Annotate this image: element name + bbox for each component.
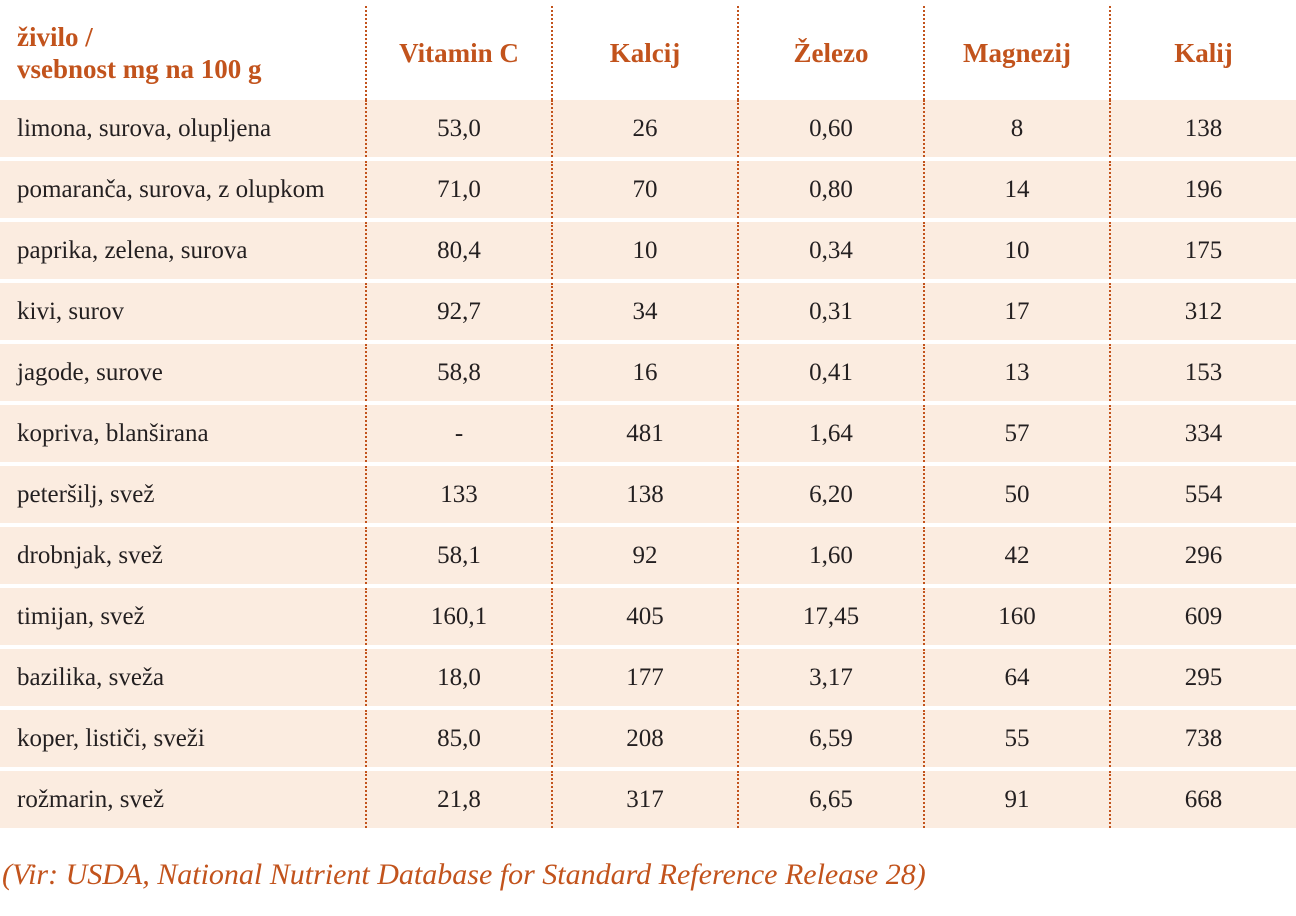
- zelezo-cell: 0,41: [737, 340, 924, 403]
- magnezij-cell: 14: [923, 157, 1110, 220]
- food-cell: pomaranča, surova, z olupkom: [0, 157, 366, 220]
- zelezo-cell: 1,60: [737, 523, 924, 586]
- table-row: rožmarin, svež 21,8 317 6,65 91 668: [0, 767, 1296, 828]
- magnezij-cell: 13: [923, 340, 1110, 403]
- magnezij-cell: 160: [923, 584, 1110, 647]
- table-row: pomaranča, surova, z olupkom 71,0 70 0,80 14…: [0, 157, 1296, 220]
- zelezo-cell: 6,59: [737, 706, 924, 769]
- kalcij-cell: 405: [551, 584, 738, 647]
- table-row: timijan, svež 160,1 405 17,45 160 609: [0, 584, 1296, 647]
- kalij-cell: 175: [1109, 218, 1296, 281]
- kalij-cell: 196: [1109, 157, 1296, 220]
- vitamin-c-cell: 18,0: [365, 645, 552, 708]
- vitamin-c-cell: 92,7: [365, 279, 552, 342]
- kalij-cell: 138: [1109, 100, 1296, 159]
- table-row: koper, lističi, sveži 85,0 208 6,59 55 738: [0, 706, 1296, 769]
- vitamin-c-cell: 133: [365, 462, 552, 525]
- food-cell: peteršilj, svež: [0, 462, 366, 525]
- food-cell: paprika, zelena, surova: [0, 218, 366, 281]
- food-cell: bazilika, sveža: [0, 645, 366, 708]
- table-body: limona, surova, olupljena 53,0 26 0,60 8 138 p…: [0, 100, 1296, 828]
- table-row: paprika, zelena, surova 80,4 10 0,34 10 175: [0, 218, 1296, 281]
- nutrient-table: živilo / vsebnost mg na 100 g Vitamin C …: [0, 6, 1296, 828]
- kalcij-cell: 70: [551, 157, 738, 220]
- vitamin-c-cell: 160,1: [365, 584, 552, 647]
- food-cell: jagode, surove: [0, 340, 366, 403]
- magnezij-cell: 42: [923, 523, 1110, 586]
- kalij-cell: 554: [1109, 462, 1296, 525]
- kalij-cell: 295: [1109, 645, 1296, 708]
- kalcij-cell: 481: [551, 401, 738, 464]
- zelezo-cell: 0,60: [737, 100, 924, 159]
- vitamin-c-cell: 85,0: [365, 706, 552, 769]
- header-kalcij: Kalcij: [551, 6, 738, 100]
- table-row: drobnjak, svež 58,1 92 1,60 42 296: [0, 523, 1296, 586]
- header-zelezo: Železo: [737, 6, 924, 100]
- source-note: (Vir: USDA, National Nutrient Database f…: [2, 858, 926, 891]
- zelezo-cell: 0,34: [737, 218, 924, 281]
- zelezo-cell: 6,65: [737, 767, 924, 828]
- zelezo-cell: 17,45: [737, 584, 924, 647]
- magnezij-cell: 8: [923, 100, 1110, 159]
- table-row: limona, surova, olupljena 53,0 26 0,60 8 138: [0, 100, 1296, 159]
- table-row: kopriva, blanširana -481 1,64 57 334: [0, 401, 1296, 464]
- kalij-cell: 609: [1109, 584, 1296, 647]
- vitamin-c-cell: 21,8: [365, 767, 552, 828]
- kalij-cell: 296: [1109, 523, 1296, 586]
- kalcij-cell: 34: [551, 279, 738, 342]
- kalcij-cell: 138: [551, 462, 738, 525]
- header-vitamin-c: Vitamin C: [365, 6, 552, 100]
- magnezij-cell: 91: [923, 767, 1110, 828]
- header-food-line2: vsebnost mg na 100 g: [17, 54, 262, 84]
- magnezij-cell: 17: [923, 279, 1110, 342]
- kalij-cell: 153: [1109, 340, 1296, 403]
- food-cell: kopriva, blanširana: [0, 401, 366, 464]
- magnezij-cell: 64: [923, 645, 1110, 708]
- kalcij-cell: 10: [551, 218, 738, 281]
- food-cell: kivi, surov: [0, 279, 366, 342]
- vitamin-c-cell: 71,0: [365, 157, 552, 220]
- vitamin-c-cell: 58,1: [365, 523, 552, 586]
- zelezo-cell: 1,64: [737, 401, 924, 464]
- vitamin-c-cell: 80,4: [365, 218, 552, 281]
- table-row: bazilika, sveža 18,0 177 3,17 64 295: [0, 645, 1296, 708]
- vitamin-c-cell: -: [365, 401, 552, 464]
- kalcij-cell: 317: [551, 767, 738, 828]
- food-cell: limona, surova, olupljena: [0, 100, 366, 159]
- table-row: kivi, surov 92,7 34 0,31 17 312: [0, 279, 1296, 342]
- zelezo-cell: 6,20: [737, 462, 924, 525]
- header-row: živilo / vsebnost mg na 100 g Vitamin C …: [0, 6, 1296, 100]
- vitamin-c-cell: 53,0: [365, 100, 552, 159]
- header-magnezij: Magnezij: [923, 6, 1110, 100]
- kalij-cell: 334: [1109, 401, 1296, 464]
- magnezij-cell: 50: [923, 462, 1110, 525]
- magnezij-cell: 57: [923, 401, 1110, 464]
- kalij-cell: 668: [1109, 767, 1296, 828]
- magnezij-cell: 10: [923, 218, 1110, 281]
- table-row: peteršilj, svež 133 138 6,20 50 554: [0, 462, 1296, 525]
- magnezij-cell: 55: [923, 706, 1110, 769]
- food-cell: koper, lističi, sveži: [0, 706, 366, 769]
- kalcij-cell: 177: [551, 645, 738, 708]
- food-cell: timijan, svež: [0, 584, 366, 647]
- header-food-line1: živilo /: [17, 22, 93, 52]
- zelezo-cell: 0,31: [737, 279, 924, 342]
- vitamin-c-cell: 58,8: [365, 340, 552, 403]
- kalcij-cell: 16: [551, 340, 738, 403]
- zelezo-cell: 0,80: [737, 157, 924, 220]
- header-food: živilo / vsebnost mg na 100 g: [0, 6, 366, 100]
- food-cell: rožmarin, svež: [0, 767, 366, 828]
- kalij-cell: 312: [1109, 279, 1296, 342]
- kalcij-cell: 26: [551, 100, 738, 159]
- food-cell: drobnjak, svež: [0, 523, 366, 586]
- kalcij-cell: 208: [551, 706, 738, 769]
- table-row: jagode, surove 58,8 16 0,41 13 153: [0, 340, 1296, 403]
- kalcij-cell: 92: [551, 523, 738, 586]
- kalij-cell: 738: [1109, 706, 1296, 769]
- header-kalij: Kalij: [1109, 6, 1296, 100]
- zelezo-cell: 3,17: [737, 645, 924, 708]
